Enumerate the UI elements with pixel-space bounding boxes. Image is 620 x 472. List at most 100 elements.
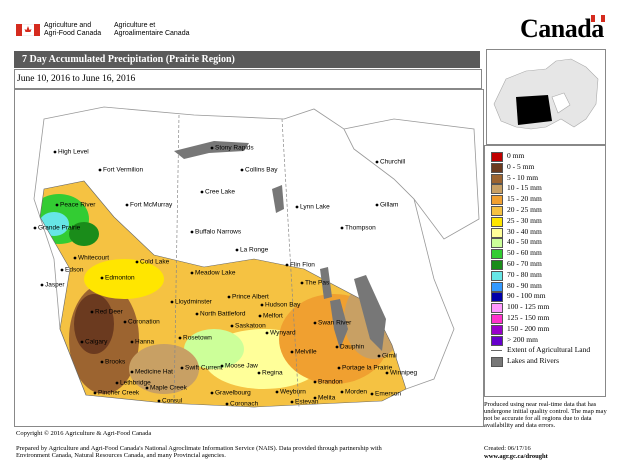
place-label: Fort Vermilion [103, 167, 143, 174]
legend-swatch [491, 335, 503, 346]
legend-label: > 200 mm [507, 334, 538, 344]
wordmark-flag [591, 15, 605, 22]
prepared-by: Prepared by Agriculture and Agri-Food Ca… [16, 445, 382, 459]
place-label: Peace River [60, 202, 96, 209]
place-label: Consul [162, 398, 183, 405]
place-label: Churchill [380, 159, 406, 166]
place-label: Morden [345, 389, 367, 396]
place-dot [53, 150, 57, 154]
legend-label: 70 - 80 mm [507, 269, 542, 279]
legend-label: 25 - 30 mm [507, 215, 542, 225]
place-dot [200, 190, 204, 194]
legend-swatch [491, 195, 503, 206]
legend-swatch [491, 227, 503, 238]
place-label: Coronach [230, 401, 259, 408]
place-label: Calgary [85, 339, 108, 346]
wordmark: Canada [520, 14, 604, 43]
legend-label: 100 - 125 mm [507, 302, 550, 312]
department-fr: Agriculture et Agroalimentaire Canada [114, 22, 190, 37]
map: High Level Fort Vermilion Peace River Grand… [14, 89, 484, 427]
place-dot [230, 324, 234, 328]
place-dot [90, 310, 94, 314]
place-label: La Ronge [240, 247, 269, 254]
place-label: High Level [58, 149, 89, 156]
place-label: Swan River [318, 320, 352, 327]
place-dot [340, 226, 344, 230]
legend-label: 15 - 20 mm [507, 194, 542, 204]
place-dot [210, 391, 214, 395]
place-dot [258, 314, 262, 318]
legend-label: 30 - 40 mm [507, 226, 542, 236]
hudson-bay [343, 118, 480, 240]
legend-swatch [491, 216, 503, 227]
legend-label: 125 - 150 mm [507, 313, 550, 322]
legend-swatch [491, 238, 503, 249]
place-label: Emerson [375, 391, 401, 398]
legend-label: Extent of Agricultural Land [507, 345, 591, 355]
legend: 0 mm 0 - 5 mm 5 - 10 mm 10 - 15 mm 15 - 20 m… [484, 145, 606, 397]
place-label: Wynyard [270, 330, 296, 337]
place-label: Pincher Creek [98, 390, 140, 397]
legend-swatch [491, 281, 503, 292]
place-dot [40, 283, 44, 287]
place-label: Melita [318, 395, 336, 402]
legend-label: 80 - 90 mm [507, 280, 542, 290]
place-label: North Battleford [200, 311, 246, 318]
lakes [174, 141, 386, 351]
place-dot [73, 256, 77, 260]
date-range: June 10, 2016 to June 16, 2016 [14, 69, 482, 89]
place-dot [290, 400, 294, 404]
place-dot [385, 371, 389, 375]
place-label: Portage la Prairie [342, 365, 393, 372]
legend-line [491, 350, 502, 352]
legend-label: 90 - 100 mm [507, 291, 546, 301]
place-dot [157, 399, 161, 403]
place-dot [300, 281, 304, 285]
place-label: Meadow Lake [195, 270, 236, 277]
place-label: Flin Flon [290, 262, 315, 269]
url: www.agr.gc.ca/drought [484, 453, 548, 460]
place-dot [335, 345, 339, 349]
place-dot [235, 248, 239, 252]
place-label: Melfort [263, 313, 283, 320]
place-dot [100, 276, 104, 280]
place-dot [130, 370, 134, 374]
place-label: Jasper [45, 282, 65, 289]
place-label: Gillam [380, 202, 398, 209]
place-label: Lloydminster [175, 299, 213, 306]
place-label: Edmonton [105, 275, 135, 282]
place-dot [170, 300, 174, 304]
place-dot [285, 263, 289, 267]
copyright: Copyright © 2016 Agriculture & Agri-Food… [16, 430, 152, 437]
place-label: Melville [295, 349, 317, 356]
title-bar: 7 Day Accumulated Precipitation (Prairie… [14, 51, 480, 68]
place-dot [190, 230, 194, 234]
place-dot [33, 226, 37, 230]
place-dot [180, 366, 184, 370]
legend-label: 0 - 5 mm [507, 161, 535, 171]
place-label: Gravelbourg [215, 390, 251, 397]
legend-label: Lakes and Rivers [507, 356, 560, 366]
place-dot [55, 203, 59, 207]
place-label: Buffalo Narrows [195, 229, 242, 236]
place-label: Stony Rapids [215, 145, 254, 152]
place-label: Saskatoon [235, 323, 266, 330]
place-dot [130, 340, 134, 344]
place-label: Moose Jaw [225, 363, 258, 370]
flag [16, 24, 40, 36]
created-date: Created: 06/17/16 [484, 445, 531, 452]
place-dot [178, 336, 182, 340]
place-dot [227, 295, 231, 299]
place-dot [257, 371, 261, 375]
place-dot [123, 320, 127, 324]
place-label: Dauphin [340, 344, 365, 351]
place-label: Hudson Bay [265, 302, 301, 309]
legend-swatch [491, 270, 503, 281]
place-dot [375, 160, 379, 164]
legend-swatch [491, 162, 503, 173]
legend-swatch [491, 260, 503, 270]
place-dot [100, 360, 104, 364]
place-label: Hanna [135, 339, 155, 346]
place-dot [337, 366, 341, 370]
